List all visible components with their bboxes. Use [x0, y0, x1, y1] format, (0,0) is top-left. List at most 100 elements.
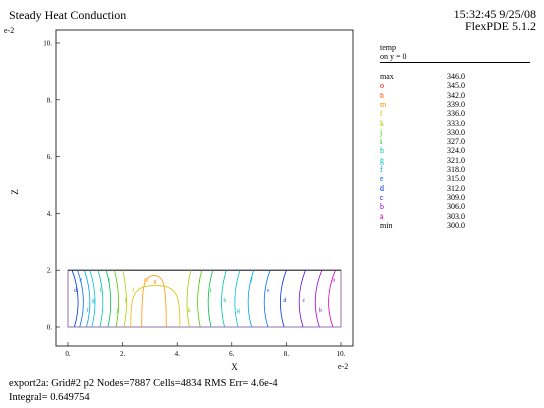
- legend-subtitle: on y = 0: [380, 52, 407, 61]
- legend-item-key: l :: [380, 109, 383, 128]
- x-tick-label: 0.: [65, 350, 71, 358]
- contour-line: [186, 270, 192, 328]
- contour-label: b: [319, 308, 322, 314]
- legend-item-value: 318.0: [447, 165, 465, 174]
- contour-label: j: [115, 308, 118, 314]
- contour-line: [77, 270, 84, 328]
- contour-line: [105, 270, 112, 328]
- legend-item-key: max: [380, 72, 394, 81]
- legend-item-value: 333.0: [447, 118, 465, 128]
- y-tick-label: 6.: [47, 153, 53, 161]
- contour-label: m: [144, 278, 149, 284]
- hot-spot-label: n: [153, 280, 156, 286]
- legend-item-key: a :: [380, 211, 384, 230]
- contour-label: g: [92, 298, 95, 304]
- x-exponent-label: e-2: [338, 362, 349, 371]
- contour-line: [298, 270, 306, 328]
- legend-item-value: 321.0: [447, 155, 465, 165]
- y-axis-label: Z: [10, 189, 20, 195]
- contour-line: [207, 270, 214, 328]
- x-tick-label: 2.: [120, 350, 126, 358]
- contour-line: [263, 270, 271, 328]
- footer-stats: export2a: Grid#2 p2 Nodes=7887 Cells=483…: [9, 378, 278, 389]
- contour-line: [314, 270, 323, 328]
- legend-header: temp on y = 0: [380, 43, 407, 61]
- contour-label: h: [223, 298, 226, 304]
- y-tick-label: 10.: [43, 40, 52, 48]
- contour-label: f: [251, 277, 253, 284]
- legend-item-value: 336.0: [447, 109, 465, 119]
- x-axis-label: X: [231, 362, 238, 372]
- legend-item-value: 346.0: [447, 72, 465, 81]
- legend-divider: [380, 62, 530, 63]
- timestamp: 15:32:45 9/25/08: [453, 7, 536, 21]
- contour-label: e: [267, 288, 270, 294]
- contour-label: i: [108, 278, 110, 284]
- contour-label: l: [133, 288, 135, 294]
- legend-item-value: 327.0: [447, 137, 465, 147]
- x-tick-label: 6.: [229, 350, 235, 358]
- legend-item-key: f :: [380, 165, 383, 183]
- contour-label: a: [333, 278, 336, 284]
- legend-item-value: 324.0: [447, 146, 465, 156]
- legend-item-key: b :: [380, 202, 384, 221]
- contour-line: [122, 270, 127, 328]
- legend-item-key: min: [380, 220, 393, 230]
- legend-item-key: e :: [380, 174, 384, 193]
- software-version: FlexPDE 5.1.2: [464, 19, 536, 33]
- legend-item-key: j :: [380, 127, 383, 146]
- legend-item-value: 345.0: [447, 81, 465, 91]
- legend-item-value: 303.0: [447, 211, 465, 221]
- legend-item-key: c :: [380, 192, 384, 211]
- contour-line: [130, 285, 181, 328]
- chart-title: Steady Heat Conduction: [9, 8, 127, 22]
- contour-label: h: [100, 288, 103, 294]
- legend-item-key: m :: [380, 99, 387, 118]
- contour-line: [221, 270, 227, 328]
- contour-line: [84, 270, 91, 328]
- y-tick-label: 4.: [47, 210, 53, 218]
- legend-item-value: 312.0: [447, 183, 465, 193]
- contour-label: g: [237, 308, 240, 314]
- legend-item-value: 342.0: [447, 90, 465, 100]
- contour-label: c: [303, 298, 306, 304]
- timestamp-block: 15:32:45 9/25/08 FlexPDE 5.1.2: [454, 8, 536, 32]
- legend-title: temp: [380, 43, 396, 52]
- x-tick-label: 8.: [284, 350, 290, 358]
- contour-line: [234, 270, 241, 328]
- contour-label: d: [74, 288, 77, 294]
- contour-line: [97, 270, 104, 328]
- y-tick-label: 8.: [47, 96, 53, 104]
- legend-item-value: 330.0: [447, 127, 465, 137]
- legend-item-key: h :: [380, 146, 384, 165]
- contour-label: i: [210, 288, 212, 294]
- contour-line: [247, 270, 255, 328]
- footer-integral: Integral= 0.649754: [9, 392, 90, 403]
- x-tick-label: 4.: [175, 350, 181, 358]
- legend-item-value: 309.0: [447, 192, 465, 202]
- legend-item-value: 300.0: [447, 220, 465, 230]
- contour-line: [280, 270, 287, 328]
- x-tick-label: 10.: [337, 350, 346, 358]
- contour-label: k: [125, 298, 128, 304]
- legend-item-key: i :: [380, 137, 383, 156]
- legend-item-key: g :: [380, 155, 384, 174]
- contour-line: [197, 270, 203, 328]
- plot-frame: [55, 29, 354, 347]
- contour-line: [71, 270, 79, 328]
- legend-item-key: k :: [380, 118, 384, 137]
- legend-item-key: n :: [380, 90, 384, 109]
- legend-item-key: d :: [380, 183, 384, 202]
- contour-line: [114, 270, 119, 328]
- contour-label: f: [86, 307, 88, 314]
- contour-line: [141, 275, 167, 328]
- contour-label: d: [283, 298, 286, 304]
- y-tick-label: 2.: [47, 267, 53, 275]
- contour-line: [328, 270, 336, 328]
- legend-item-key: o :: [380, 81, 384, 100]
- y-exponent-label: e-2: [4, 26, 15, 35]
- contour-line: [89, 270, 96, 328]
- legend-item-value: 315.0: [447, 174, 465, 184]
- legend-item-value: 306.0: [447, 202, 465, 212]
